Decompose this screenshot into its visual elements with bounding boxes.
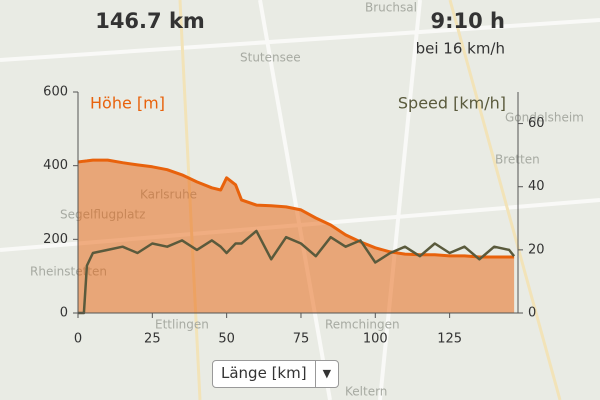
- map-label: Stutensee: [240, 51, 301, 65]
- x-axis-label: Länge [km]: [221, 364, 307, 382]
- y-tick-label: 600: [43, 85, 68, 100]
- y-axis-title: Höhe [m]: [90, 94, 165, 113]
- y2-tick-label: 60: [528, 116, 545, 131]
- map-label: Gondelsheim: [505, 111, 584, 125]
- y2-axis-title: Speed [km/h]: [398, 94, 506, 113]
- elevation-area: [78, 160, 515, 313]
- x-tick-label: 75: [293, 332, 310, 347]
- y-tick-label: 0: [60, 306, 68, 321]
- map-label: Bretten: [495, 153, 540, 167]
- y-tick-label: 200: [43, 232, 68, 247]
- map-label: Keltern: [345, 385, 387, 399]
- y-tick-label: 400: [43, 158, 68, 173]
- x-tick-label: 25: [144, 332, 161, 347]
- x-axis-dropdown[interactable]: Länge [km] ▼: [212, 360, 340, 388]
- elevation-line: [77, 158, 515, 259]
- dropdown-arrow[interactable]: ▼: [314, 361, 338, 387]
- map-label: Bruchsal: [365, 1, 417, 15]
- speed-line: [78, 229, 516, 315]
- y2-tick-label: 0: [528, 306, 536, 321]
- avg-speed: bei 16 km/h: [416, 40, 505, 58]
- x-tick-label: 0: [74, 332, 82, 347]
- map-label: Remchingen: [325, 318, 400, 332]
- x-tick-label: 100: [363, 332, 388, 347]
- y2-tick-label: 40: [528, 179, 545, 194]
- map-label: Ettlingen: [155, 318, 209, 332]
- x-tick-label: 50: [218, 332, 235, 347]
- x-tick-label: 125: [437, 332, 462, 347]
- distance: 146.7 km: [95, 9, 205, 33]
- y2-tick-label: 20: [528, 242, 545, 257]
- duration: 9:10 h: [431, 9, 506, 33]
